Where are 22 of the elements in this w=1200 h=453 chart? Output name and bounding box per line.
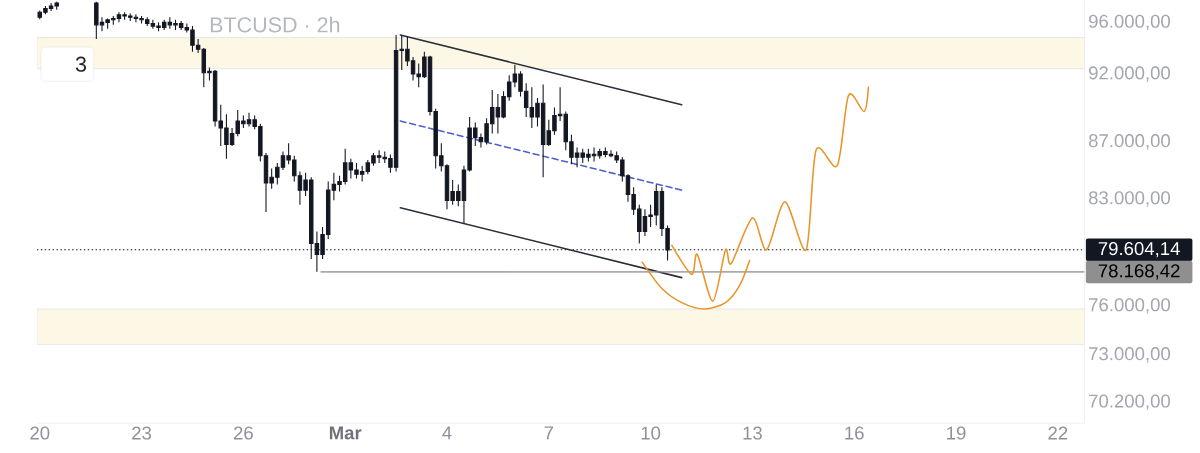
x-tick-label: Mar [329,426,362,440]
y-tick-label: 83.000,00 [1088,191,1171,207]
y-tick-label: 96.000,00 [1089,14,1171,31]
x-tick-label: 20 [30,426,50,440]
x-tick-label: 19 [947,426,966,440]
data-label: 78.168,42 [1098,264,1180,280]
y-tick-label: 87.000,00 [1088,134,1171,150]
x-tick-label: 26 [233,426,253,440]
annotation: 3 [75,56,87,73]
x-tick-label: 22 [1048,426,1068,440]
x-tick-label: 7 [544,426,554,440]
x-tick-label: 16 [845,426,864,440]
x-tick-label: 23 [132,426,152,440]
x-tick-label: 4 [442,426,452,440]
y-tick-label: 92.000,00 [1089,66,1171,82]
ref-line-label: 79.604,14 [1098,242,1180,258]
y-tick-label: 76.000,00 [1089,298,1171,314]
x-tick-label: 13 [743,426,762,440]
y-tick-label: 70.200,00 [1089,394,1171,411]
text: BTCUSD · 2h [210,16,340,33]
x-tick-label: 10 [641,426,661,440]
y-tick-label: 73.000,00 [1089,347,1171,363]
